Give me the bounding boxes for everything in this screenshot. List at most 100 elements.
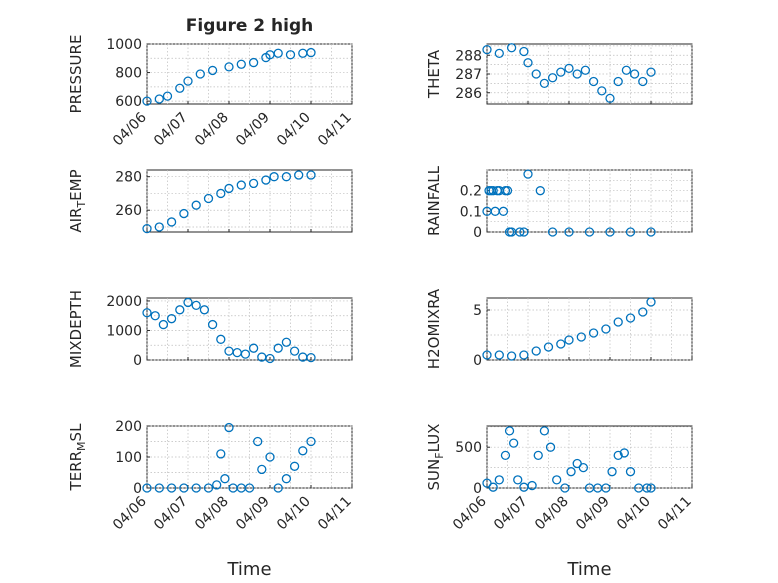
y-axis-label-main: SUN [425, 459, 443, 491]
subplot-mixdepth: 0 1000 2000 MIXDEPTH [67, 290, 353, 369]
y-axis-label: TERRMSL [67, 423, 88, 492]
data-point [504, 426, 515, 436]
data-point [560, 483, 570, 493]
y-axis-label-main: RAINFALL [425, 165, 443, 236]
x-tick-label: 04/11 [655, 494, 695, 534]
data-point [207, 319, 218, 330]
data-point [248, 57, 259, 68]
data-point [564, 335, 574, 345]
data-point [154, 94, 164, 104]
y-axis-label-main: TERR [67, 451, 85, 492]
y-tick-label: 2000 [106, 294, 142, 310]
data-point [306, 352, 316, 363]
y-tick-label: 0.2 [460, 184, 482, 200]
data-point [166, 217, 177, 227]
data-point [601, 483, 611, 493]
data-point [191, 483, 201, 493]
data-point [580, 65, 591, 75]
data-point [531, 346, 541, 356]
data-point [584, 227, 595, 237]
y-tick-label: 260 [115, 203, 142, 219]
data-point [306, 47, 316, 58]
y-tick-label: 1000 [106, 37, 142, 53]
y-axis-label-subscript: F [433, 452, 446, 458]
data-point [269, 172, 279, 182]
data-point [203, 483, 214, 493]
data-point [547, 227, 558, 237]
data-point [646, 483, 656, 493]
y-tick-label: 0 [133, 481, 142, 497]
y-tick-label: 0 [473, 481, 482, 497]
data-point [638, 76, 648, 87]
data-point [220, 474, 230, 484]
data-point [597, 86, 607, 96]
y-axis-label: MIXDEPTH [67, 290, 85, 368]
y-tick-label: 288 [455, 48, 482, 64]
data-point [621, 65, 632, 75]
data-point [261, 175, 271, 185]
data-point [191, 200, 201, 210]
x-tick-label: 04/09 [573, 494, 613, 534]
data-point [306, 436, 316, 447]
data-point [588, 328, 599, 338]
data-point [539, 78, 550, 89]
y-tick-label: 280 [115, 170, 142, 186]
y-tick-label: 1000 [106, 323, 142, 339]
data-point [224, 422, 234, 433]
data-point [265, 452, 275, 462]
y-axis-label: PRESSURE [67, 35, 85, 114]
data-point [236, 59, 246, 69]
data-point [498, 206, 509, 216]
y-tick-label: 287 [455, 67, 482, 83]
data-point [240, 349, 251, 359]
data-point [273, 48, 283, 58]
x-tick-label: 04/08 [192, 110, 232, 150]
data-point [613, 76, 623, 87]
data-point [519, 46, 529, 57]
data-point [566, 467, 576, 477]
x-tick-label: 04/11 [315, 110, 355, 150]
data-point [482, 350, 492, 360]
x-tick-label: 04/07 [491, 494, 531, 534]
y-tick-label: 100 [115, 450, 142, 466]
y-tick-label: 0 [133, 353, 142, 369]
subplot-rainfall: 0 0.1 0.2 RAINFALL [425, 165, 693, 241]
data-point [253, 436, 263, 447]
subplot-terr_msl: 0 100 200 04/06 04/07 04/08 04/09 04/10 04/11 TER… [67, 419, 355, 580]
x-tick-label: 04/07 [151, 110, 191, 150]
data-point [613, 317, 623, 327]
data-point [285, 50, 296, 60]
data-point [506, 43, 517, 53]
data-point [552, 475, 562, 485]
y-axis-label: RAINFALL [425, 165, 443, 236]
x-tick-label: 04/08 [192, 494, 232, 534]
subplot-sun_flux: 0 500 04/06 04/07 04/08 04/09 04/10 04/11 SUNFLU… [425, 424, 695, 580]
x-tick-label: 04/06 [450, 493, 490, 533]
data-point [265, 353, 275, 364]
x-tick-label: 04/10 [274, 494, 314, 534]
chart-title: Figure 2 high [186, 16, 314, 36]
data-point [216, 188, 226, 199]
data-point [607, 467, 617, 477]
data-point [289, 461, 300, 471]
y-axis-label-main: THETA [425, 49, 443, 99]
data-point [281, 337, 292, 347]
data-point [564, 227, 574, 237]
data-point [289, 346, 300, 356]
x-tick-label: 04/10 [614, 494, 654, 534]
x-axis-label: Time [566, 559, 611, 580]
data-point [513, 475, 523, 485]
x-tick-label: 04/11 [315, 494, 355, 534]
data-point [183, 297, 193, 308]
data-point [576, 332, 586, 342]
data-point [519, 227, 529, 237]
data-point [216, 334, 226, 344]
data-point [509, 438, 519, 448]
data-point [535, 186, 545, 196]
y-tick-label: 800 [115, 66, 142, 82]
y-axis-label-subscript: M [75, 441, 88, 451]
data-point [625, 467, 636, 477]
data-point [556, 67, 566, 77]
data-point [244, 483, 255, 493]
y-tick-label: 0 [473, 225, 482, 241]
